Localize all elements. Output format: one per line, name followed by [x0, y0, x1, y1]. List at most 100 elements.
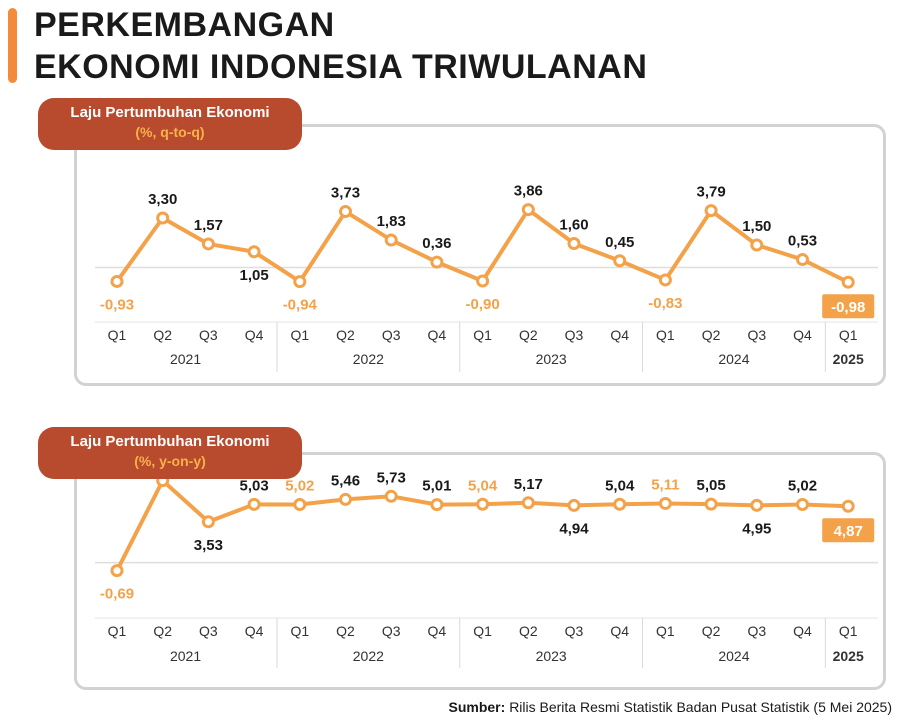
data-point: [841, 499, 855, 513]
quarter-tick-label: Q4: [245, 327, 264, 343]
year-tick-label: 2024: [718, 648, 749, 664]
data-point: [613, 254, 627, 268]
year-tick-label: 2024: [718, 351, 749, 367]
data-label: 5,04: [468, 477, 498, 494]
data-point: [384, 489, 398, 503]
data-point: [567, 237, 581, 250]
data-label: 0,53: [788, 233, 817, 250]
page-title: PERKEMBANGAN EKONOMI INDONESIA TRIWULANA…: [34, 4, 647, 88]
quarter-tick-label: Q4: [793, 623, 812, 639]
data-label: 5,73: [377, 469, 406, 486]
data-label: 3,30: [148, 191, 177, 208]
data-label: -0,90: [465, 296, 499, 313]
quarter-tick-label: Q1: [839, 623, 858, 639]
data-label: 1,50: [742, 218, 771, 235]
data-label: -0,69: [100, 586, 134, 603]
quarter-tick-label: Q1: [656, 327, 675, 343]
quarter-tick-label: Q1: [473, 623, 492, 639]
data-label: 3,73: [331, 185, 360, 202]
chart-subtitle-qtoq: (%, q-to-q): [135, 124, 205, 140]
data-point: [567, 498, 581, 512]
quarter-tick-label: Q4: [428, 623, 447, 639]
data-point: [430, 498, 444, 512]
chart-subtitle-yoy: (%, y-on-y): [134, 453, 206, 469]
data-label: 1,60: [559, 217, 588, 234]
data-point: [293, 275, 307, 289]
quarter-tick-label: Q3: [199, 327, 218, 343]
quarter-tick-label: Q2: [336, 327, 355, 343]
quarter-tick-label: Q3: [565, 623, 584, 639]
data-point: [201, 515, 215, 529]
source-text: Rilis Berita Resmi Statistik Badan Pusat…: [509, 699, 892, 715]
data-point: [339, 205, 352, 219]
data-label: 5,02: [788, 478, 817, 495]
quarter-tick-label: Q3: [199, 623, 218, 639]
source-label: Sumber:: [448, 699, 506, 715]
data-label: 4,94: [559, 520, 589, 537]
quarter-tick-label: Q1: [108, 327, 127, 343]
highlight-box: [822, 518, 875, 543]
data-point: [476, 497, 490, 511]
data-label: 3,53: [194, 537, 223, 554]
source-note: Sumber: Rilis Berita Resmi Statistik Bad…: [449, 699, 893, 715]
quarter-tick-label: Q1: [108, 623, 127, 639]
quarter-tick-label: Q2: [153, 623, 172, 639]
chart-label-yoy: Laju Pertumbuhan Ekonomi (%, y-on-y): [38, 427, 302, 479]
data-point: [156, 211, 170, 225]
chart-label-qtoq: Laju Pertumbuhan Ekonomi (%, q-to-q): [38, 98, 302, 150]
quarter-tick-label: Q4: [610, 623, 629, 639]
title-line-2: EKONOMI INDONESIA TRIWULANAN: [34, 48, 648, 86]
data-point: [841, 275, 855, 289]
data-point: [521, 203, 535, 217]
chart-panel-yoy: [74, 452, 886, 690]
highlight-box: [822, 294, 875, 319]
data-point: [750, 238, 764, 252]
data-label: 1,83: [377, 213, 406, 230]
data-point: [384, 233, 398, 247]
data-label: 5,46: [331, 472, 360, 489]
data-label: 0,45: [605, 234, 634, 251]
data-label: 5,04: [605, 477, 635, 494]
title-accent-bar: [8, 8, 17, 83]
data-point: [658, 496, 672, 510]
quarter-tick-label: Q1: [290, 327, 309, 343]
year-tick-label: 2021: [170, 648, 201, 664]
quarter-tick-label: Q4: [610, 327, 629, 343]
data-label: 1,57: [194, 217, 223, 234]
data-label: 5,17: [514, 476, 543, 493]
quarter-tick-label: Q1: [656, 623, 675, 639]
title-line-1: PERKEMBANGAN: [34, 6, 335, 44]
quarter-tick-label: Q2: [519, 327, 538, 343]
data-label: -0,83: [648, 295, 682, 312]
data-label: 3,79: [696, 184, 725, 201]
quarter-tick-label: Q2: [336, 623, 355, 639]
year-tick-label: 2022: [353, 351, 384, 367]
data-label: 5,02: [285, 478, 314, 495]
data-point: [247, 497, 261, 511]
data-point: [476, 274, 490, 288]
year-tick-label: 2021: [170, 351, 201, 367]
data-label: 5,03: [239, 477, 268, 494]
year-tick-label: 2023: [536, 351, 567, 367]
data-point: [521, 496, 535, 510]
quarter-tick-label: Q3: [565, 327, 584, 343]
data-point: [110, 274, 124, 288]
data-label: -0,98: [831, 299, 865, 316]
data-point: [613, 497, 627, 511]
quarter-tick-label: Q3: [382, 327, 401, 343]
data-label: 3,86: [514, 183, 543, 200]
year-tick-label: 2025: [833, 351, 864, 367]
year-tick-label: 2025: [833, 648, 864, 664]
data-label: 4,87: [834, 523, 863, 540]
quarter-tick-label: Q3: [747, 623, 766, 639]
data-label: 5,11: [651, 476, 679, 493]
quarter-tick-label: Q3: [382, 623, 401, 639]
data-label: -0,94: [283, 297, 318, 314]
quarter-tick-label: Q4: [245, 623, 264, 639]
quarter-tick-label: Q1: [473, 327, 492, 343]
quarter-tick-label: Q3: [747, 327, 766, 343]
quarter-tick-label: Q1: [839, 327, 858, 343]
year-tick-label: 2022: [353, 648, 384, 664]
quarter-tick-label: Q2: [702, 327, 721, 343]
